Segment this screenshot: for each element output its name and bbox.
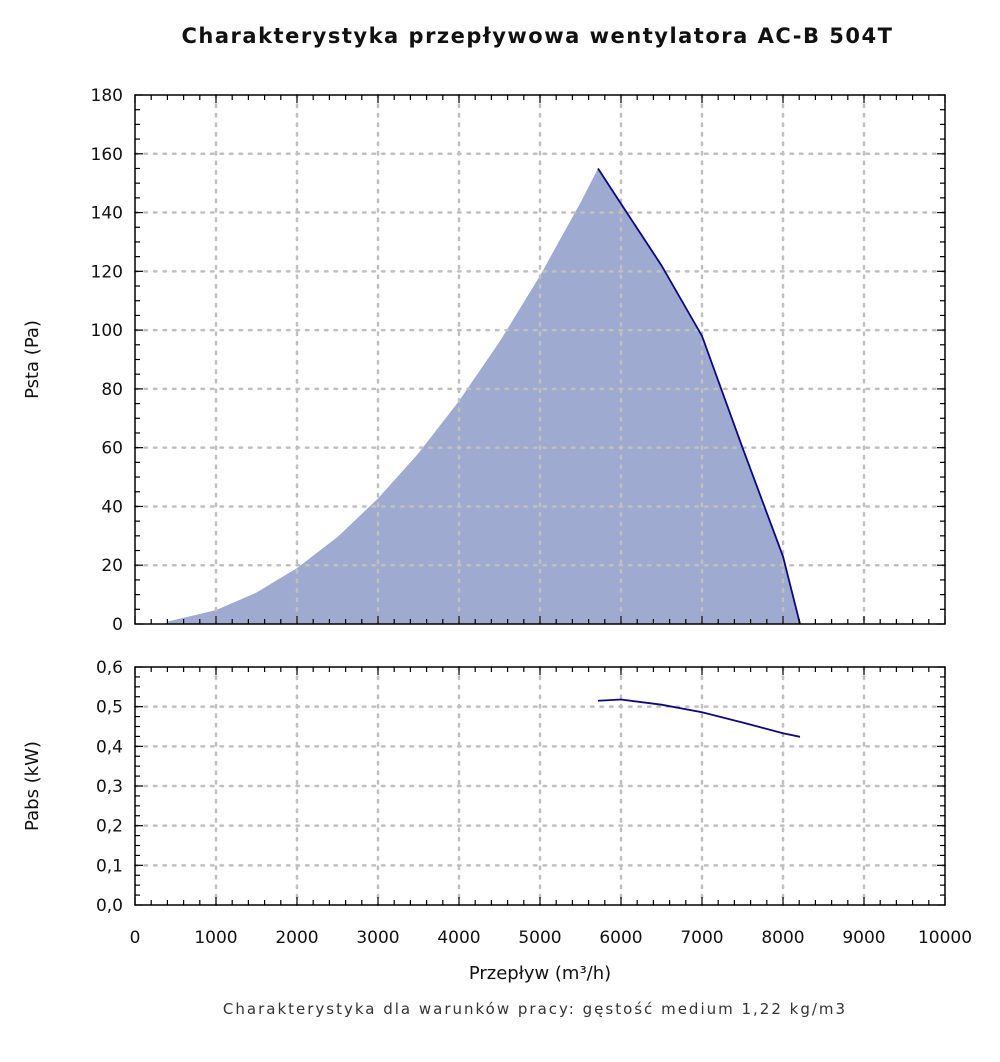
- y-tick-label: 60: [101, 439, 123, 459]
- y-tick-label: 40: [101, 497, 123, 517]
- y-tick-label: 0: [112, 615, 123, 635]
- y-tick-label: 140: [91, 204, 123, 224]
- y-axis-label: Pabs (kW): [22, 741, 43, 831]
- series-fan-curve: [597, 167, 801, 625]
- y-tick-label: 0,5: [96, 698, 123, 718]
- x-tick-label: 1000: [194, 928, 237, 948]
- y-tick-label: 0,0: [96, 896, 123, 916]
- y-tick-label: 0,1: [96, 856, 123, 876]
- x-tick-label: 10000: [918, 928, 972, 948]
- x-tick-label: 7000: [680, 928, 723, 948]
- conditions-note: Charakterystyka dla warunków pracy: gęst…: [222, 1000, 848, 1018]
- y-tick-label: 80: [101, 380, 123, 400]
- x-tick-label: 4000: [437, 928, 480, 948]
- y-tick-label: 20: [101, 556, 123, 576]
- series-power: [597, 698, 801, 738]
- y-tick-label: 0,4: [96, 737, 123, 757]
- x-tick-label: 6000: [599, 928, 642, 948]
- y-tick-label: 0,6: [96, 658, 123, 678]
- x-tick-label: 9000: [842, 928, 885, 948]
- y-tick-label: 120: [91, 262, 123, 282]
- y-tick-label: 0,3: [96, 777, 123, 797]
- y-tick-label: 100: [91, 321, 123, 341]
- x-tick-label: 3000: [356, 928, 399, 948]
- x-tick-label: 0: [130, 928, 141, 948]
- x-tick-label: 2000: [275, 928, 318, 948]
- y-tick-label: 0,2: [96, 817, 123, 837]
- y-axis-label: Psta (Pa): [22, 320, 43, 399]
- y-tick-label: 160: [91, 145, 123, 165]
- chart-title: Charakterystyka przepływowa wentylatora …: [181, 24, 894, 48]
- x-tick-label: 8000: [761, 928, 804, 948]
- operating-area: [167, 168, 801, 624]
- x-axis-label: Przepływ (m³/h): [469, 963, 611, 984]
- y-tick-label: 180: [91, 86, 123, 106]
- x-tick-label: 5000: [518, 928, 561, 948]
